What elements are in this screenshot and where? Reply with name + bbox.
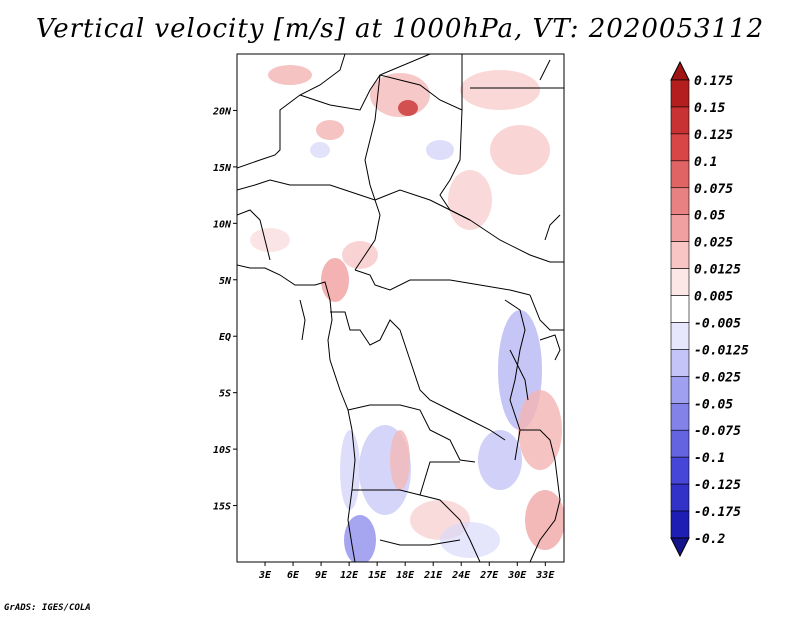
legend-label: -0.025 xyxy=(694,370,741,385)
legend-label: 0.0125 xyxy=(694,263,741,278)
lon-tick-label: 9E xyxy=(315,570,328,581)
legend-label: -0.05 xyxy=(694,397,733,412)
legend-label: -0.175 xyxy=(694,505,741,520)
lon-tick-label: 30E xyxy=(507,570,527,581)
color-legend: 0.175 0.15 0.125 0.1 0.075 0.05 0.025 0.0125 0.0… xyxy=(670,60,749,558)
lon-tick-label: 3E xyxy=(258,570,272,581)
lon-tick-label: 15E xyxy=(368,570,387,581)
lon-tick-label: 27E xyxy=(479,570,499,581)
legend-label: -0.005 xyxy=(694,316,741,331)
legend-color-swatch xyxy=(670,133,690,162)
legend-label: 0.175 xyxy=(694,74,733,89)
legend-color-swatch xyxy=(670,295,690,323)
legend-color-swatch xyxy=(670,106,690,135)
legend-color-swatch xyxy=(670,322,690,350)
legend-label: -0.1 xyxy=(694,451,725,466)
legend-label: -0.075 xyxy=(694,424,741,439)
lon-tick-label: 6E xyxy=(287,570,300,581)
legend-color-swatch xyxy=(670,79,690,108)
lat-tick-label: 10N xyxy=(213,219,232,230)
legend-label: 0.025 xyxy=(694,236,733,251)
map-title: Vertical velocity [m/s] at 1000hPa, VT: … xyxy=(35,14,765,44)
lat-tick-label: EQ xyxy=(219,332,231,343)
legend-color-swatch xyxy=(670,402,690,431)
legend-color-swatch xyxy=(670,376,690,404)
map-frame xyxy=(236,53,565,563)
legend-color-swatch xyxy=(670,160,690,189)
legend-label: 0.125 xyxy=(694,128,733,143)
legend-color-swatch xyxy=(670,349,690,377)
legend-color-swatch xyxy=(670,456,690,485)
lon-tick-label: 21E xyxy=(423,570,443,581)
lat-tick-label: 20N xyxy=(212,106,232,117)
legend-color-swatch xyxy=(670,214,690,242)
legend-color-swatch xyxy=(670,268,690,296)
legend-color-swatch xyxy=(670,187,690,216)
legend-label: 0.15 xyxy=(694,101,725,116)
lon-tick-label: 18E xyxy=(396,570,415,581)
lat-tick-label: 15N xyxy=(213,163,232,174)
legend-color-swatch xyxy=(670,241,690,269)
longitude-axis: 3E 6E 9E 12E 15E 18E 21E 24E 27E 30E 33E xyxy=(258,562,555,581)
lon-tick-label: 12E xyxy=(340,570,359,581)
lat-tick-label: 5S xyxy=(219,389,231,400)
lat-tick-label: 5N xyxy=(219,276,232,287)
lon-tick-label: 24E xyxy=(451,570,471,581)
legend-color-swatch xyxy=(670,537,690,558)
legend-label: 0.005 xyxy=(694,290,733,305)
legend-label: -0.2 xyxy=(694,532,725,547)
legend-color-swatch xyxy=(670,510,690,539)
legend-label: -0.125 xyxy=(694,478,741,493)
legend-label: 0.05 xyxy=(694,209,725,224)
country-borders xyxy=(237,54,564,562)
legend-label: 0.075 xyxy=(694,182,733,197)
legend-color-swatch xyxy=(670,483,690,512)
lat-tick-label: 15S xyxy=(213,502,231,513)
lon-tick-label: 33E xyxy=(535,570,555,581)
legend-label: 0.1 xyxy=(694,155,717,170)
velocity-field xyxy=(250,65,564,562)
legend-label: -0.0125 xyxy=(694,343,749,358)
latitude-axis: 20N 15N 10N 5N EQ 5S 10S 15S xyxy=(212,106,237,513)
legend-color-swatch xyxy=(670,60,690,81)
lat-tick-label: 10S xyxy=(213,445,231,456)
credit-label: GrADS: IGES/COLA xyxy=(4,603,91,613)
legend-color-swatch xyxy=(670,429,690,458)
